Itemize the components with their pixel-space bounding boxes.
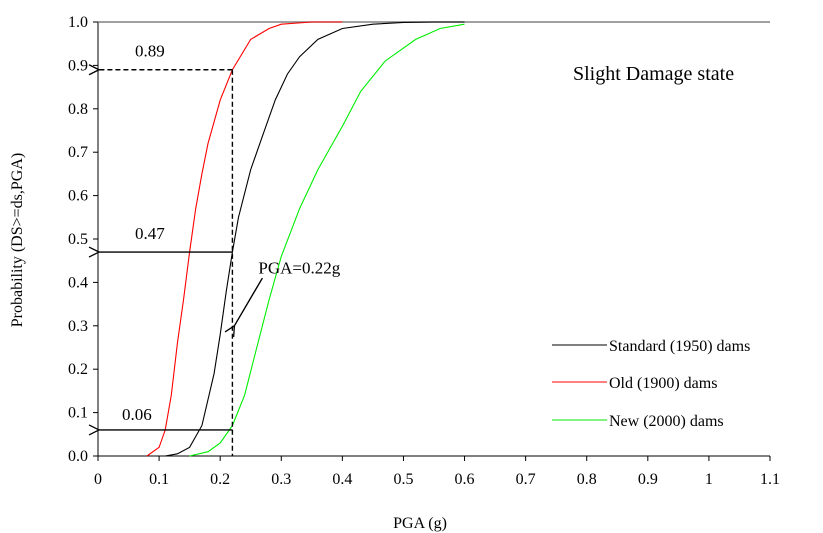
y-tick-label: 0.7 — [68, 144, 88, 161]
x-tick-label: 0.8 — [577, 471, 597, 488]
y-tick-label: 0.6 — [68, 188, 88, 205]
series-line-standard-1950-dams — [165, 21, 465, 457]
annotation-089: 0.89 — [135, 42, 165, 61]
annotation-006: 0.06 — [122, 405, 152, 424]
x-tick-label: 0.6 — [455, 471, 475, 488]
annotation-047: 0.47 — [135, 224, 165, 243]
y-tick-label: 0.2 — [68, 361, 88, 378]
plot-area: 0.0 0.1 0.2 0.3 0.4 0.5 0.6 0.7 0.8 0.9 1.0 0 0.1 0.2… — [68, 14, 780, 488]
x-tick-label: 0 — [94, 471, 102, 488]
x-tick-label: 0.3 — [271, 471, 291, 488]
y-axis-label: Probability (DS>=ds,PGA) — [9, 153, 26, 328]
x-tick-label: 1 — [705, 471, 713, 488]
y-tick-label: 0.4 — [68, 274, 88, 291]
x-axis-label: PGA (g) — [393, 515, 447, 532]
x-tick-label: 0.4 — [332, 471, 352, 488]
y-tick-label: 0.5 — [68, 231, 88, 248]
x-tick-label: 0.9 — [638, 471, 658, 488]
series-line-new-2000-dams — [189, 23, 465, 457]
pga-pointer-arrow — [234, 277, 264, 326]
legend-label: Old (1900) dams — [609, 375, 717, 392]
y-tick-label: 0.3 — [68, 318, 88, 335]
series-line-old-1900-dams — [146, 21, 343, 457]
y-tick-label: 0.0 — [68, 448, 88, 465]
chart-title: Slight Damage state — [573, 63, 734, 85]
x-tick-label: 0.1 — [149, 471, 169, 488]
annotations: 0.89 0.47 0.06 PGA=0.22g — [99, 42, 341, 456]
x-tick-label: 0.5 — [393, 471, 413, 488]
annotation-pga: PGA=0.22g — [258, 259, 340, 278]
legend: Standard (1950) dams Old (1900) dams New (… — [552, 338, 750, 430]
legend-label: Standard (1950) dams — [609, 338, 750, 355]
x-tick-label: 0.2 — [210, 471, 230, 488]
y-tick-label: 1.0 — [68, 14, 88, 31]
y-tick-label: 0.9 — [68, 57, 88, 74]
x-tick-label: 1.1 — [760, 471, 780, 488]
x-tick-label: 0.7 — [516, 471, 536, 488]
legend-label: New (2000) dams — [609, 413, 724, 430]
y-tick-label: 0.8 — [68, 101, 88, 118]
y-tick-label: 0.1 — [68, 405, 88, 422]
